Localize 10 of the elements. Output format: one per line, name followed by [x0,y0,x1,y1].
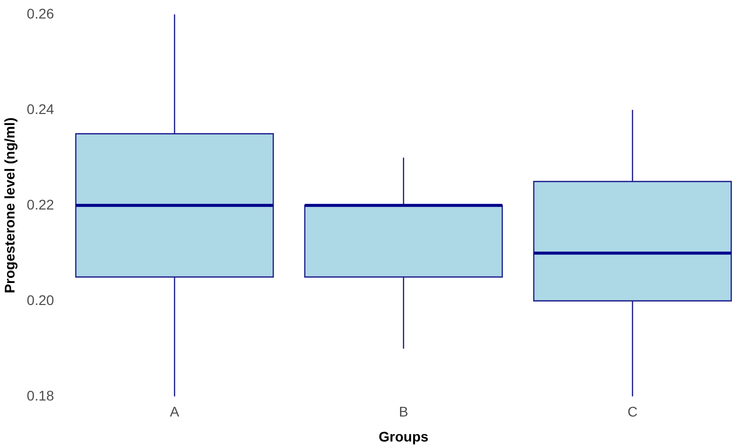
x-axis-title: Groups [378,428,429,444]
y-tick-label: 0.18 [26,387,54,404]
y-axis-title: Progesterone level (ng/ml) [1,117,18,294]
x-tick-label: B [398,404,408,420]
x-tick-label: C [627,404,638,420]
y-tick-label: 0.20 [26,292,54,308]
y-tick-label: 0.24 [26,100,54,117]
y-tick-label: 0.22 [26,196,54,212]
y-tick-label: 0.26 [26,5,54,22]
x-tick-label: A [170,404,180,420]
